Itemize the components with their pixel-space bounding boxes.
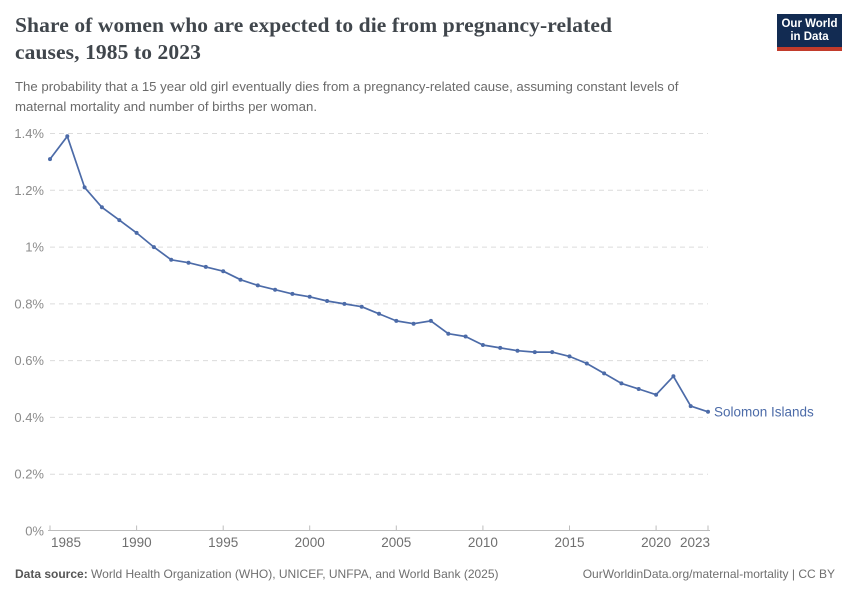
data-point-marker — [169, 257, 174, 262]
data-point-marker — [446, 331, 451, 336]
data-point-marker — [82, 185, 87, 190]
chart-subtitle-line1: The probability that a 15 year old girl … — [15, 79, 679, 94]
data-point-marker — [532, 350, 537, 355]
series-entity-label: Solomon Islands — [714, 404, 814, 419]
data-point-marker — [498, 345, 503, 350]
data-point-marker — [151, 245, 156, 250]
trend-line — [49, 135, 709, 413]
data-point-marker — [550, 350, 555, 355]
data-source-label: Data source: — [15, 567, 88, 581]
owid-logo-line2: in Data — [790, 31, 829, 43]
data-point-marker — [394, 318, 399, 323]
data-point-marker — [359, 304, 364, 309]
chart-footer: Data source: World Health Organization (… — [15, 566, 835, 582]
chart-title-line2: causes, 1985 to 2023 — [15, 40, 201, 64]
data-point-marker — [463, 334, 468, 339]
data-point-marker — [602, 371, 607, 376]
y-axis-tick-label: 0.2% — [14, 467, 44, 482]
data-point-marker — [134, 230, 139, 235]
data-point-marker — [671, 374, 676, 379]
owid-credit-link[interactable]: OurWorldinData.org/maternal-mortality | … — [582, 567, 835, 581]
data-point-marker — [273, 287, 278, 292]
y-axis-tick-label: 1% — [25, 240, 44, 255]
x-axis-tick-label: 1990 — [122, 535, 152, 550]
data-point-marker — [325, 299, 330, 303]
data-point-marker — [65, 134, 70, 139]
data-point-marker — [203, 264, 208, 269]
x-axis-tick-label: 2000 — [295, 535, 325, 550]
data-point-marker — [186, 260, 191, 265]
x-axis-tick-label: 2020 — [641, 535, 671, 550]
x-axis-tick-label: 2010 — [468, 535, 498, 550]
data-point-marker — [584, 361, 589, 366]
data-point-marker — [377, 311, 381, 316]
chart-title-line1: Share of women who are expected to die f… — [15, 13, 613, 37]
y-axis-tick-label: 1.4% — [14, 126, 44, 141]
x-axis-tick-label: 1995 — [208, 535, 238, 550]
data-point-marker — [238, 277, 243, 282]
data-point-marker — [290, 291, 295, 296]
data-source: Data source: World Health Organization (… — [15, 566, 499, 582]
data-point-marker — [342, 301, 347, 306]
data-point-marker — [706, 409, 710, 414]
data-point-marker — [255, 283, 260, 288]
data-point-marker — [428, 318, 433, 323]
x-axis-tick-label: 1985 — [51, 535, 81, 550]
data-point-marker — [99, 205, 104, 210]
y-axis-tick-label: 0.6% — [14, 353, 44, 368]
y-axis-tick-label: 1.2% — [14, 183, 44, 198]
y-axis-tick-label: 0.8% — [14, 296, 44, 311]
data-point-marker — [117, 218, 122, 223]
data-point-marker — [307, 294, 312, 299]
x-axis-tick-label: 2023 — [680, 535, 710, 550]
x-axis-tick-label: 2005 — [381, 535, 411, 550]
data-point-marker — [411, 321, 416, 326]
data-source-text: World Health Organization (WHO), UNICEF,… — [87, 567, 499, 581]
y-axis-tick-label: 0% — [25, 524, 44, 539]
data-point-marker — [480, 343, 485, 347]
data-point-marker — [48, 157, 52, 162]
data-point-marker — [654, 392, 659, 397]
data-point-marker — [619, 381, 624, 386]
data-point-marker — [515, 348, 520, 353]
data-point-marker — [688, 404, 693, 409]
chart-subtitle-line2: maternal mortality and number of births … — [15, 99, 317, 114]
data-point-marker — [636, 387, 641, 391]
x-axis-tick-label: 2015 — [554, 535, 584, 550]
y-axis-tick-label: 0.4% — [14, 410, 44, 425]
data-point-marker — [221, 269, 226, 274]
data-point-marker — [567, 354, 572, 359]
chart-title: Share of women who are expected to die f… — [15, 12, 695, 66]
chart-subtitle: The probability that a 15 year old girl … — [15, 77, 790, 117]
owid-logo: Our World in Data — [777, 14, 842, 51]
owid-logo-line1: Our World — [781, 18, 838, 30]
